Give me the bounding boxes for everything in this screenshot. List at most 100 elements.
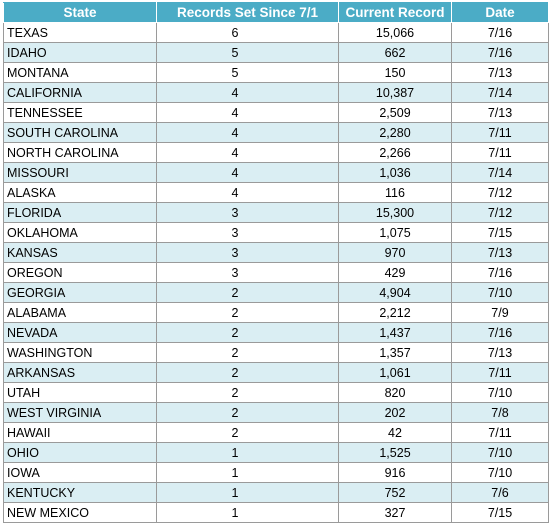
cell-records-set: 4 [156, 162, 339, 183]
table-row: ARKANSAS 2 1,061 7/11 [3, 362, 549, 383]
cell-current-record: 2,212 [338, 302, 452, 323]
cell-state: OREGON [3, 262, 157, 283]
cell-current-record: 2,266 [338, 142, 452, 163]
cell-records-set: 2 [156, 402, 339, 423]
cell-state: NEW MEXICO [3, 502, 157, 523]
table-row: MISSOURI 4 1,036 7/14 [3, 162, 549, 183]
cell-state: NEVADA [3, 322, 157, 343]
cell-records-set: 2 [156, 322, 339, 343]
cell-date: 7/11 [451, 142, 549, 163]
cell-date: 7/16 [451, 322, 549, 343]
table-row: TEXAS 6 15,066 7/16 [3, 22, 549, 43]
cell-state: UTAH [3, 382, 157, 403]
cell-state: KANSAS [3, 242, 157, 263]
cell-state: ARKANSAS [3, 362, 157, 383]
table-row: OHIO 1 1,525 7/10 [3, 442, 549, 463]
cell-date: 7/13 [451, 102, 549, 123]
cell-state: KENTUCKY [3, 482, 157, 503]
table-row: KENTUCKY 1 752 7/6 [3, 482, 549, 503]
cell-records-set: 2 [156, 382, 339, 403]
cell-records-set: 5 [156, 62, 339, 83]
cell-current-record: 1,437 [338, 322, 452, 343]
cell-date: 7/6 [451, 482, 549, 503]
cell-records-set: 3 [156, 242, 339, 263]
table-row: CALIFORNIA 4 10,387 7/14 [3, 82, 549, 103]
cell-current-record: 820 [338, 382, 452, 403]
table-row: SOUTH CAROLINA 4 2,280 7/11 [3, 122, 549, 143]
table-row: FLORIDA 3 15,300 7/12 [3, 202, 549, 223]
cell-records-set: 4 [156, 182, 339, 203]
cell-date: 7/10 [451, 442, 549, 463]
cell-date: 7/16 [451, 262, 549, 283]
cell-records-set: 3 [156, 222, 339, 243]
cell-current-record: 15,300 [338, 202, 452, 223]
table-body: TEXAS 6 15,066 7/16 IDAHO 5 662 7/16 MONTANA 5 150… [3, 22, 549, 523]
header-records-set: Records Set Since 7/1 [156, 2, 339, 23]
cell-records-set: 1 [156, 482, 339, 503]
cell-state: WASHINGTON [3, 342, 157, 363]
cell-records-set: 4 [156, 82, 339, 103]
cell-current-record: 752 [338, 482, 452, 503]
table-row: ALABAMA 2 2,212 7/9 [3, 302, 549, 323]
table-row: NORTH CAROLINA 4 2,266 7/11 [3, 142, 549, 163]
table-row: MONTANA 5 150 7/13 [3, 62, 549, 83]
cell-date: 7/11 [451, 362, 549, 383]
cell-current-record: 2,280 [338, 122, 452, 143]
table-row: HAWAII 2 42 7/11 [3, 422, 549, 443]
cell-date: 7/15 [451, 222, 549, 243]
cell-date: 7/13 [451, 62, 549, 83]
table-header: State Records Set Since 7/1 Current Reco… [3, 2, 549, 23]
cell-records-set: 2 [156, 342, 339, 363]
cell-date: 7/16 [451, 42, 549, 63]
cell-state: TENNESSEE [3, 102, 157, 123]
cell-state: MISSOURI [3, 162, 157, 183]
cell-current-record: 662 [338, 42, 452, 63]
cell-records-set: 2 [156, 302, 339, 323]
table-row: OREGON 3 429 7/16 [3, 262, 549, 283]
cell-current-record: 916 [338, 462, 452, 483]
cell-current-record: 1,075 [338, 222, 452, 243]
cell-records-set: 5 [156, 42, 339, 63]
header-row: State Records Set Since 7/1 Current Reco… [3, 2, 549, 23]
table-row: OKLAHOMA 3 1,075 7/15 [3, 222, 549, 243]
cell-state: ALASKA [3, 182, 157, 203]
cell-records-set: 2 [156, 422, 339, 443]
cell-date: 7/12 [451, 202, 549, 223]
cell-state: GEORGIA [3, 282, 157, 303]
cell-state: FLORIDA [3, 202, 157, 223]
table-row: UTAH 2 820 7/10 [3, 382, 549, 403]
cell-current-record: 429 [338, 262, 452, 283]
cell-state: IDAHO [3, 42, 157, 63]
cell-records-set: 2 [156, 282, 339, 303]
table-row: WASHINGTON 2 1,357 7/13 [3, 342, 549, 363]
cell-records-set: 6 [156, 22, 339, 43]
cell-date: 7/16 [451, 22, 549, 43]
cell-current-record: 15,066 [338, 22, 452, 43]
cell-date: 7/10 [451, 462, 549, 483]
table-row: GEORGIA 2 4,904 7/10 [3, 282, 549, 303]
cell-current-record: 202 [338, 402, 452, 423]
cell-state: OHIO [3, 442, 157, 463]
cell-current-record: 10,387 [338, 82, 452, 103]
cell-records-set: 1 [156, 502, 339, 523]
cell-state: SOUTH CAROLINA [3, 122, 157, 143]
cell-current-record: 1,525 [338, 442, 452, 463]
cell-date: 7/13 [451, 342, 549, 363]
cell-date: 7/13 [451, 242, 549, 263]
cell-records-set: 1 [156, 442, 339, 463]
cell-current-record: 1,357 [338, 342, 452, 363]
cell-records-set: 2 [156, 362, 339, 383]
cell-current-record: 2,509 [338, 102, 452, 123]
cell-current-record: 150 [338, 62, 452, 83]
cell-current-record: 1,036 [338, 162, 452, 183]
cell-date: 7/10 [451, 282, 549, 303]
cell-date: 7/11 [451, 122, 549, 143]
table-row: KANSAS 3 970 7/13 [3, 242, 549, 263]
cell-state: NORTH CAROLINA [3, 142, 157, 163]
cell-records-set: 4 [156, 102, 339, 123]
cell-date: 7/8 [451, 402, 549, 423]
cell-date: 7/12 [451, 182, 549, 203]
cell-state: CALIFORNIA [3, 82, 157, 103]
cell-date: 7/10 [451, 382, 549, 403]
cell-state: IOWA [3, 462, 157, 483]
